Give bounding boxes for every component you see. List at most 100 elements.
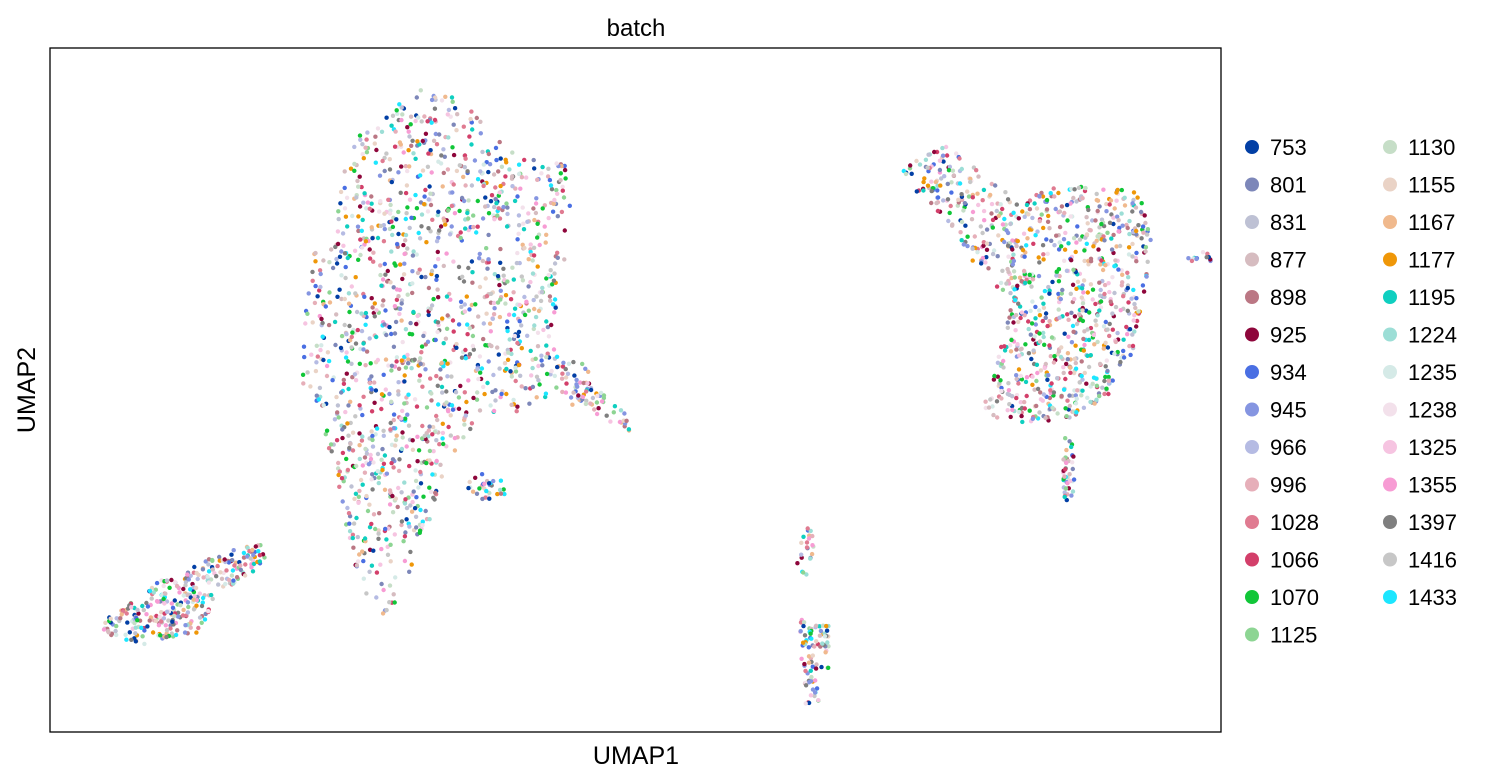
- scatter-point-cluster-1: [361, 576, 366, 581]
- scatter-point-cluster-6: [1050, 279, 1055, 285]
- scatter-point-cluster-0: [154, 580, 160, 586]
- scatter-point-cluster-1: [364, 150, 370, 155]
- scatter-point-cluster-6: [1055, 376, 1060, 381]
- scatter-point-cluster-1: [488, 291, 494, 296]
- scatter-point-cluster-1: [433, 490, 438, 495]
- scatter-point-cluster-4: [804, 572, 809, 577]
- scatter-point-cluster-0: [226, 560, 232, 565]
- scatter-point-cluster-6: [1043, 315, 1048, 320]
- scatter-point-cluster-6: [1011, 210, 1016, 215]
- scatter-point-cluster-1: [409, 143, 414, 148]
- scatter-point-cluster-1: [426, 312, 431, 318]
- scatter-point-cluster-1: [340, 435, 345, 441]
- scatter-point-cluster-1: [559, 163, 564, 169]
- scatter-point-cluster-1: [383, 387, 388, 392]
- scatter-point-cluster-6: [914, 189, 919, 194]
- scatter-point-cluster-6: [1138, 209, 1144, 215]
- scatter-point-cluster-1: [335, 410, 340, 415]
- scatter-point-cluster-1: [501, 204, 506, 210]
- scatter-point-cluster-1: [391, 417, 396, 423]
- scatter-point-cluster-5: [798, 629, 803, 634]
- scatter-point-cluster-1: [341, 377, 346, 383]
- scatter-point-cluster-1: [356, 257, 361, 262]
- scatter-point-cluster-1: [504, 366, 509, 372]
- scatter-point-cluster-1: [458, 230, 463, 235]
- scatter-point-cluster-1: [360, 549, 365, 554]
- scatter-point-cluster-6: [1044, 237, 1049, 242]
- scatter-point-cluster-1: [396, 209, 401, 215]
- scatter-point-cluster-1: [419, 274, 424, 280]
- scatter-point-cluster-6: [1062, 247, 1068, 252]
- scatter-point-cluster-1: [357, 133, 363, 138]
- scatter-point-cluster-1: [348, 399, 353, 404]
- scatter-point-cluster-0: [153, 618, 159, 624]
- scatter-point-cluster-6: [1007, 392, 1012, 397]
- scatter-point-cluster-6: [1014, 347, 1019, 352]
- x-axis-label: UMAP1: [593, 742, 679, 770]
- scatter-point-cluster-6: [1122, 195, 1127, 200]
- scatter-point-cluster-6: [981, 208, 987, 214]
- scatter-point-cluster-6: [1019, 346, 1024, 351]
- scatter-point-cluster-1: [346, 301, 352, 306]
- scatter-point-cluster-1: [508, 297, 514, 302]
- legend-item-1167: 1167: [1383, 210, 1455, 235]
- scatter-point-cluster-1: [520, 205, 525, 210]
- scatter-point-cluster-1: [364, 591, 369, 596]
- scatter-point-cluster-1: [372, 380, 377, 385]
- scatter-point-cluster-1: [405, 292, 410, 297]
- scatter-point-cluster-6: [956, 197, 961, 202]
- scatter-point-cluster-1: [534, 374, 540, 379]
- scatter-point-cluster-5: [802, 633, 808, 638]
- scatter-point-cluster-6: [940, 153, 946, 158]
- scatter-point-cluster-1: [392, 304, 398, 309]
- scatter-point-cluster-1: [348, 441, 353, 446]
- scatter-point-cluster-0: [133, 639, 138, 644]
- scatter-point-cluster-1: [419, 224, 424, 229]
- scatter-point-cluster-1: [424, 460, 429, 466]
- scatter-point-cluster-1: [361, 341, 366, 346]
- scatter-point-cluster-1: [432, 95, 438, 100]
- scatter-point-cluster-4: [808, 528, 813, 534]
- scatter-point-cluster-1: [302, 354, 307, 360]
- scatter-point-cluster-1: [512, 198, 518, 204]
- scatter-point-cluster-6: [1004, 281, 1009, 286]
- scatter-point-cluster-1: [469, 259, 475, 264]
- scatter-point-cluster-6: [1116, 218, 1121, 223]
- scatter-point-cluster-1: [408, 114, 414, 119]
- scatter-point-cluster-6: [1020, 209, 1025, 214]
- scatter-point-cluster-1: [407, 524, 412, 529]
- scatter-point-cluster-0: [210, 596, 215, 602]
- legend-item-1028: 1028: [1245, 510, 1319, 535]
- scatter-point-cluster-7: [1067, 472, 1072, 477]
- scatter-point-cluster-6: [989, 181, 994, 187]
- scatter-point-cluster-1: [319, 316, 324, 322]
- scatter-point-cluster-6: [1002, 344, 1007, 349]
- scatter-point-cluster-1: [525, 219, 530, 224]
- scatter-point-cluster-1: [368, 452, 373, 458]
- scatter-point-cluster-6: [970, 258, 975, 263]
- scatter-point-cluster-0: [195, 576, 200, 582]
- scatter-point-cluster-1: [347, 521, 352, 526]
- scatter-point-cluster-1: [447, 232, 453, 237]
- scatter-point-cluster-1: [422, 194, 427, 199]
- scatter-point-cluster-6: [993, 183, 998, 188]
- scatter-point-cluster-0: [142, 641, 147, 647]
- scatter-point-cluster-1: [390, 113, 396, 119]
- scatter-point-cluster-6: [965, 189, 970, 194]
- scatter-point-cluster-1: [381, 461, 387, 466]
- scatter-point-cluster-6: [1104, 209, 1109, 214]
- scatter-point-cluster-5: [812, 644, 817, 649]
- scatter-point-cluster-6: [1139, 236, 1144, 241]
- scatter-point-cluster-6: [1030, 374, 1035, 379]
- scatter-point-cluster-0: [161, 616, 167, 621]
- scatter-point-cluster-6: [1103, 364, 1108, 369]
- scatter-point-cluster-1: [503, 293, 509, 298]
- scatter-point-cluster-1: [379, 457, 384, 462]
- scatter-point-cluster-6: [1059, 244, 1064, 249]
- scatter-point-cluster-6: [1133, 305, 1138, 311]
- scatter-point-cluster-2: [612, 404, 618, 409]
- scatter-point-cluster-0: [119, 612, 124, 617]
- scatter-point-cluster-6: [1069, 258, 1074, 263]
- scatter-point-cluster-1: [368, 456, 374, 462]
- scatter-point-cluster-2: [601, 393, 607, 398]
